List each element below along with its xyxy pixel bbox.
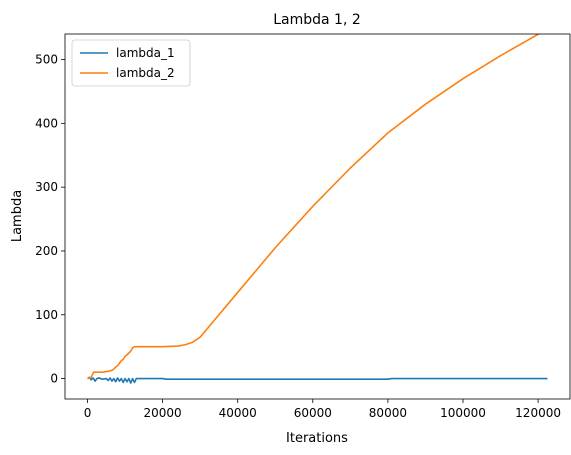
plot-frame	[64, 33, 571, 400]
x-axis: 0 20000 40000 60000 80000 100000 120000	[84, 399, 561, 420]
y-axis-label: Lambda	[10, 190, 25, 242]
y-tick-label: 0	[50, 372, 58, 386]
y-tick-label: 200	[35, 244, 58, 258]
chart-title: Lambda 1, 2	[273, 12, 361, 28]
x-tick-label: 120000	[515, 406, 561, 420]
legend: lambda_1 lambda_2	[71, 39, 191, 87]
series-line-lambda_2	[87, 34, 541, 380]
x-tick-label: 20000	[144, 406, 182, 420]
y-tick-label: 100	[35, 308, 58, 322]
legend-label-lambda_1: lambda_1	[116, 46, 175, 60]
legend-box	[71, 39, 191, 87]
x-tick-label: 80000	[369, 406, 407, 420]
y-axis: 0 100 200 300 400 500	[35, 53, 65, 386]
series-line-lambda_1	[87, 376, 548, 384]
x-axis-label: Iterations	[286, 431, 348, 446]
y-tick-label: 400	[35, 116, 58, 130]
y-tick-label: 300	[35, 180, 58, 194]
x-tick-label: 60000	[294, 406, 332, 420]
x-tick-label: 0	[84, 406, 92, 420]
x-tick-label: 100000	[440, 406, 486, 420]
y-tick-label: 500	[35, 53, 58, 67]
plot-area	[87, 34, 548, 384]
legend-label-lambda_2: lambda_2	[116, 66, 175, 80]
x-tick-label: 40000	[219, 406, 257, 420]
